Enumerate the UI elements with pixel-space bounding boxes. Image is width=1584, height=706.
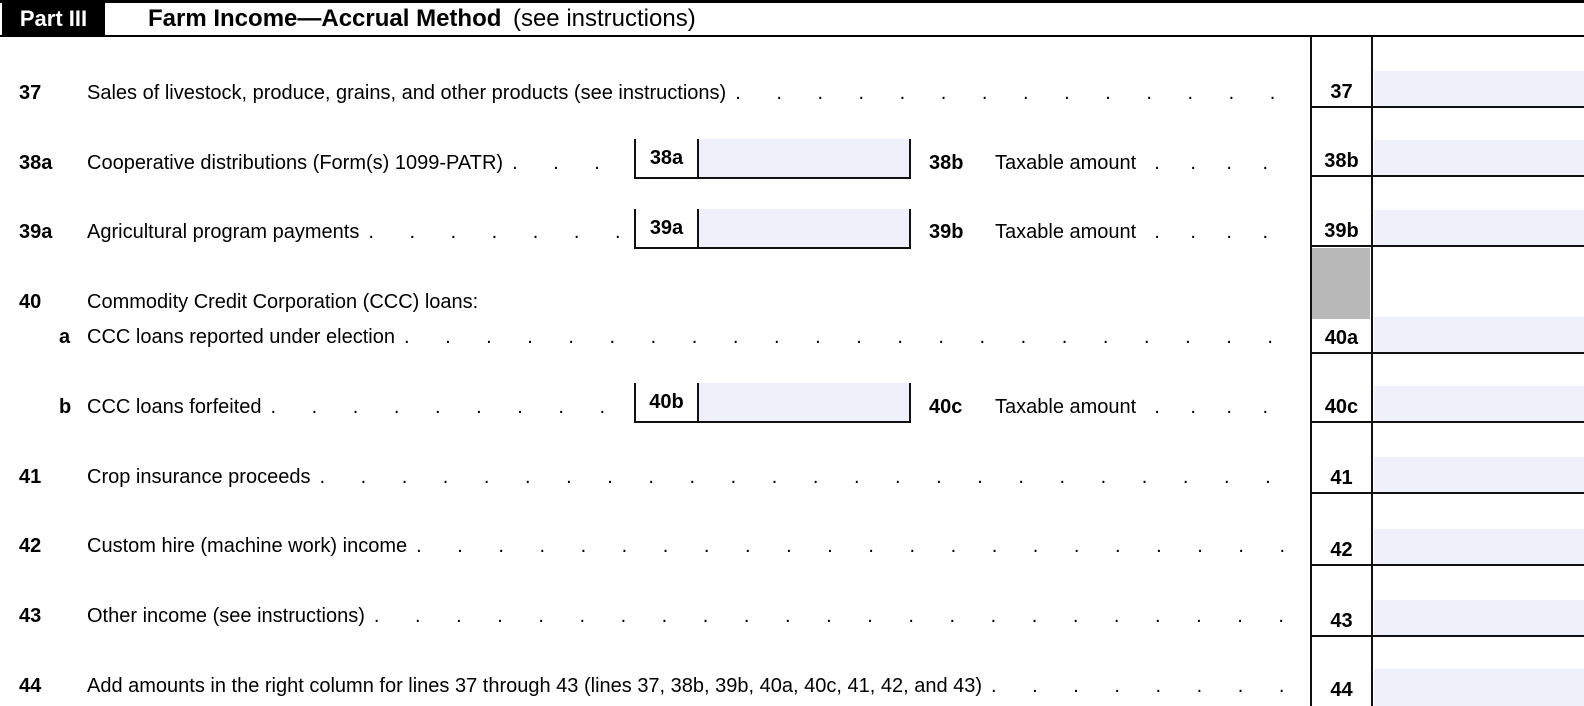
- line-38b-caption: 38b Taxable amount . . . . . . . . . . .…: [929, 149, 1290, 177]
- row-44: 44 Add amounts in the right column for l…: [0, 672, 1296, 700]
- dot-leader: . . . . . . . . . . . . . . . . . . . . …: [735, 82, 1296, 104]
- row-40b: b CCC loans forfeited . . . . . . . . . …: [0, 393, 628, 421]
- line-label: Sales of livestock, produce, grains, and…: [87, 82, 727, 104]
- line-label: Custom hire (machine work) income: [87, 535, 408, 557]
- line-39a-entry-box: 39a: [634, 209, 911, 249]
- part-header-bar: Part III Farm Income—Accrual Method (see…: [0, 0, 1584, 37]
- line-44-amount-input[interactable]: [1374, 669, 1584, 706]
- grid-hline: [1310, 421, 1584, 423]
- part-title-suffix: (see instructions): [512, 5, 696, 32]
- line-40c-amount-input[interactable]: [1374, 386, 1584, 421]
- line-41-amount-input[interactable]: [1374, 457, 1584, 492]
- line-38b-amount-input[interactable]: [1374, 140, 1584, 175]
- row-38a: 38a Cooperative distributions (Form(s) 1…: [0, 149, 628, 177]
- dot-leader: . . . . . . . . . . . . . . . . . . . . …: [512, 152, 628, 174]
- row-43: 43 Other income (see instructions) . . .…: [0, 602, 1296, 630]
- no-entry-gray-cell: [1312, 248, 1370, 319]
- row-40: 40 Commodity Credit Corporation (CCC) lo…: [0, 288, 1296, 316]
- line-42-row-number: 42: [1330, 539, 1353, 561]
- row-39a: 39a Agricultural program payments . . . …: [0, 218, 628, 246]
- line-38a-box-number: 38a: [636, 139, 699, 177]
- line-40b-amount-input[interactable]: [699, 383, 909, 421]
- dot-leader: . . . . . . . . . . . . . . . . . . . . …: [403, 326, 1296, 348]
- line-38a-amount-input[interactable]: [699, 139, 909, 177]
- grid-hline: [1310, 106, 1584, 108]
- row-40a: a CCC loans reported under election . . …: [0, 323, 1296, 351]
- line-39b-label: Taxable amount: [995, 221, 1137, 243]
- part-badge: Part III: [2, 3, 105, 35]
- line-40c-row-number: 40c: [1324, 396, 1359, 418]
- line-41-row-number: 41: [1330, 467, 1353, 489]
- dot-leader: . . . . . . . . . . . . . . . . . . . . …: [1154, 221, 1290, 243]
- dot-leader: . . . . . . . . . . . . . . . . . . . . …: [991, 675, 1296, 697]
- grid-hline: [1310, 175, 1584, 177]
- line-39b-amount-input[interactable]: [1374, 210, 1584, 245]
- line-39b-row-number: 39b: [1324, 220, 1359, 242]
- dot-leader: . . . . . . . . . . . . . . . . . . . . …: [416, 535, 1296, 557]
- line-39b-caption: 39b Taxable amount . . . . . . . . . . .…: [929, 218, 1290, 246]
- row-42: 42 Custom hire (machine work) income . .…: [0, 532, 1296, 560]
- line-40b-box-number: 40b: [636, 383, 699, 421]
- grid-hline: [1310, 564, 1584, 566]
- line-42-amount-input[interactable]: [1374, 529, 1584, 564]
- line-label: CCC loans reported under election: [87, 326, 395, 348]
- line-38b-row-number: 38b: [1324, 150, 1359, 172]
- line-40c-label: Taxable amount: [995, 396, 1137, 418]
- line-43-row-number: 43: [1330, 610, 1353, 632]
- line-number: 41: [19, 466, 42, 488]
- line-39a-box-number: 39a: [636, 209, 699, 247]
- dot-leader: . . . . . . . . . . . . . . . . . . . . …: [373, 605, 1296, 627]
- line-number: 43: [19, 605, 42, 627]
- line-40c-number: 40c: [929, 396, 963, 418]
- row-41: 41 Crop insurance proceeds . . . . . . .…: [0, 463, 1296, 491]
- line-label: Other income (see instructions): [87, 605, 365, 627]
- line-number: 40: [19, 291, 42, 313]
- dot-leader: . . . . . . . . . . . . . . . . . . . . …: [270, 396, 628, 418]
- line-number: 44: [19, 675, 42, 697]
- line-38a-entry-box: 38a: [634, 139, 911, 179]
- line-number: 37: [19, 82, 42, 104]
- line-number: 39a: [19, 221, 53, 243]
- line-38b-label: Taxable amount: [995, 152, 1137, 174]
- dot-leader: . . . . . . . . . . . . . . . . . . . . …: [368, 221, 628, 243]
- line-number: a: [59, 326, 71, 348]
- line-label: Add amounts in the right column for line…: [87, 675, 983, 697]
- line-39a-amount-input[interactable]: [699, 209, 909, 247]
- line-37-row-number: 37: [1330, 81, 1353, 103]
- line-number: 38a: [19, 152, 53, 174]
- grid-vline-left: [1310, 37, 1312, 706]
- row-37: 37 Sales of livestock, produce, grains, …: [0, 79, 1296, 107]
- line-40a-row-number: 40a: [1324, 327, 1359, 349]
- grid-vline-right: [1371, 37, 1373, 706]
- line-number: 42: [19, 535, 42, 557]
- dot-leader: . . . . . . . . . . . . . . . . . . . . …: [319, 466, 1296, 488]
- part-title-text: Farm Income—Accrual Method: [148, 5, 502, 32]
- line-40b-entry-box: 40b: [634, 383, 911, 423]
- grid-hline: [1310, 635, 1584, 637]
- line-label: Commodity Credit Corporation (CCC) loans…: [87, 291, 479, 313]
- grid-hline: [1310, 352, 1584, 354]
- line-label: Cooperative distributions (Form(s) 1099-…: [87, 152, 504, 174]
- line-37-amount-input[interactable]: [1374, 71, 1584, 106]
- part-title: Farm Income—Accrual Method (see instruct…: [148, 3, 696, 35]
- line-38b-number: 38b: [929, 152, 964, 174]
- grid-hline: [1310, 492, 1584, 494]
- line-number: b: [59, 396, 72, 418]
- grid-hline: [1310, 245, 1584, 247]
- dot-leader: . . . . . . . . . . . . . . . . . . . . …: [1154, 152, 1290, 174]
- line-label: Agricultural program payments: [87, 221, 360, 243]
- line-39b-number: 39b: [929, 221, 964, 243]
- dot-leader: . . . . . . . . . . . . . . . . . . . . …: [1154, 396, 1290, 418]
- line-40c-caption: 40c Taxable amount . . . . . . . . . . .…: [929, 393, 1290, 421]
- line-label: CCC loans forfeited: [87, 396, 262, 418]
- line-label: Crop insurance proceeds: [87, 466, 311, 488]
- line-44-row-number: 44: [1330, 679, 1353, 701]
- line-43-amount-input[interactable]: [1374, 600, 1584, 635]
- line-40a-amount-input[interactable]: [1374, 317, 1584, 352]
